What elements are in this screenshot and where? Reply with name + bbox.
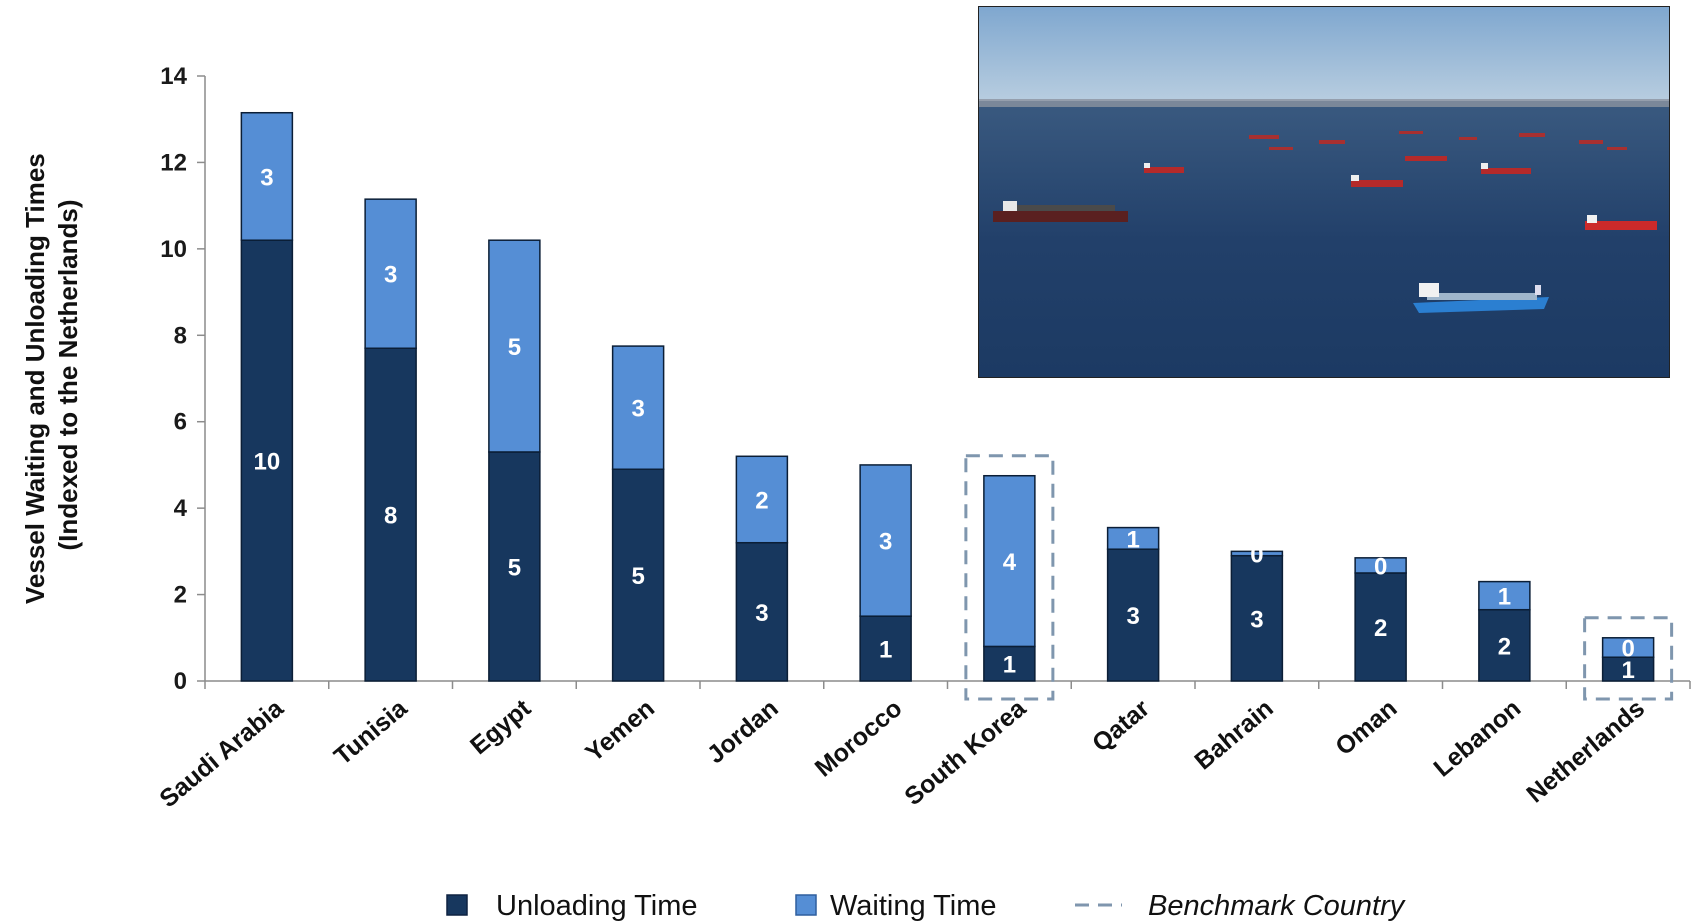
- data-label-unloading: 2: [1498, 633, 1511, 660]
- benchmark-box: [1583, 616, 1674, 701]
- ship-small-fleet: [1144, 131, 1627, 187]
- data-label-waiting: 0: [1374, 553, 1387, 580]
- y-tick-label: 2: [174, 582, 187, 609]
- bar-unloading: [1230, 554, 1284, 682]
- legend-label-benchmark: Benchmark Country: [1148, 890, 1406, 922]
- bar-waiting: [859, 464, 912, 617]
- benchmark-box: [964, 454, 1055, 701]
- legend-label-waiting: Waiting Time: [830, 890, 997, 922]
- category-label: Tunisia: [329, 693, 413, 770]
- data-label-unloading: 10: [254, 449, 281, 476]
- ship-red-right: [1585, 215, 1657, 230]
- y-tick-label: 4: [174, 495, 188, 522]
- legend-label-unloading: Unloading Time: [496, 890, 698, 922]
- data-label-unloading: 1: [1621, 657, 1634, 684]
- data-label-waiting: 1: [1126, 526, 1139, 553]
- y-tick-label: 8: [174, 322, 187, 349]
- category-label: Saudi Arabia: [154, 693, 289, 813]
- bar-unloading: [735, 541, 789, 682]
- category-label: Netherlands: [1521, 694, 1650, 808]
- y-tick-label: 10: [160, 236, 187, 263]
- data-label-waiting: 3: [260, 164, 273, 191]
- bar-waiting: [240, 111, 294, 241]
- bar-waiting: [1354, 557, 1407, 574]
- ship-red-large: [993, 201, 1128, 222]
- data-label-unloading: 2: [1374, 615, 1387, 642]
- bar-unloading: [364, 347, 417, 682]
- bar-unloading: [1354, 572, 1407, 682]
- bar-waiting: [1230, 550, 1284, 557]
- data-label-unloading: 3: [1250, 606, 1263, 633]
- data-label-waiting: 5: [508, 334, 521, 361]
- bar-waiting: [611, 345, 665, 471]
- data-label-waiting: 2: [755, 488, 768, 515]
- bar-unloading: [488, 451, 541, 682]
- category-label: South Korea: [899, 693, 1032, 811]
- data-label-unloading: 8: [384, 503, 397, 530]
- y-axis-title-line-1: Vessel Waiting and Unloading Times: [20, 153, 50, 604]
- category-label: Morocco: [810, 694, 908, 782]
- legend-swatch-waiting: [795, 894, 817, 916]
- bar-waiting: [364, 198, 417, 349]
- data-label-waiting: 3: [384, 262, 397, 289]
- bar-unloading: [1106, 548, 1160, 682]
- data-label-unloading: 1: [1003, 652, 1016, 679]
- data-label-unloading: 3: [1126, 603, 1139, 630]
- ship-photo-image: [979, 7, 1669, 377]
- category-label: Bahrain: [1189, 694, 1278, 775]
- y-axis: 0 2 4 6 8 10 12 14: [160, 63, 206, 695]
- bar-unloading: [1478, 608, 1531, 682]
- category-label: Qatar: [1087, 694, 1155, 758]
- ship-blue: [1413, 283, 1549, 313]
- bars: [240, 111, 1655, 682]
- y-tick-label: 14: [160, 63, 187, 90]
- data-label-unloading: 5: [631, 563, 644, 590]
- category-label: Lebanon: [1428, 694, 1526, 782]
- data-label-waiting: 1: [1498, 584, 1511, 611]
- data-label-waiting: 3: [631, 396, 644, 423]
- category-label: Egypt: [465, 694, 537, 761]
- category-labels: Saudi Arabia Tunisia Egypt Yemen Jordan Moroc…: [154, 693, 1650, 813]
- bar-waiting: [735, 455, 789, 544]
- legend-swatch-unloading: [446, 894, 468, 916]
- bar-waiting: [1478, 580, 1531, 611]
- data-label-unloading: 3: [755, 600, 768, 627]
- category-label: Yemen: [580, 694, 660, 767]
- category-label: Jordan: [702, 694, 784, 769]
- bar-waiting: [1601, 637, 1655, 658]
- bar-unloading: [240, 239, 294, 682]
- x-axis: [204, 680, 1691, 689]
- category-label: Oman: [1330, 694, 1402, 761]
- legend: Unloading Time Waiting Time Benchmark Co…: [446, 890, 1406, 922]
- bar-waiting: [1106, 526, 1160, 550]
- y-axis-title-line-2: (Indexed to the Netherlands): [53, 199, 83, 550]
- data-label-waiting: 0: [1621, 636, 1634, 663]
- y-tick-label: 0: [174, 668, 187, 695]
- bar-waiting: [983, 474, 1036, 648]
- benchmark-boxes: [964, 454, 1674, 701]
- bar-waiting: [488, 239, 541, 453]
- data-label-unloading: 5: [508, 554, 521, 581]
- ship-photo: [978, 6, 1670, 378]
- data-label-waiting: 3: [879, 529, 892, 556]
- y-axis-title: Vessel Waiting and Unloading Times (Inde…: [20, 146, 83, 604]
- y-tick-label: 12: [160, 149, 187, 176]
- data-label-waiting: 0: [1250, 542, 1263, 569]
- data-label-waiting: 4: [1003, 549, 1017, 576]
- y-tick-label: 6: [174, 409, 187, 436]
- data-label-unloading: 1: [879, 637, 892, 664]
